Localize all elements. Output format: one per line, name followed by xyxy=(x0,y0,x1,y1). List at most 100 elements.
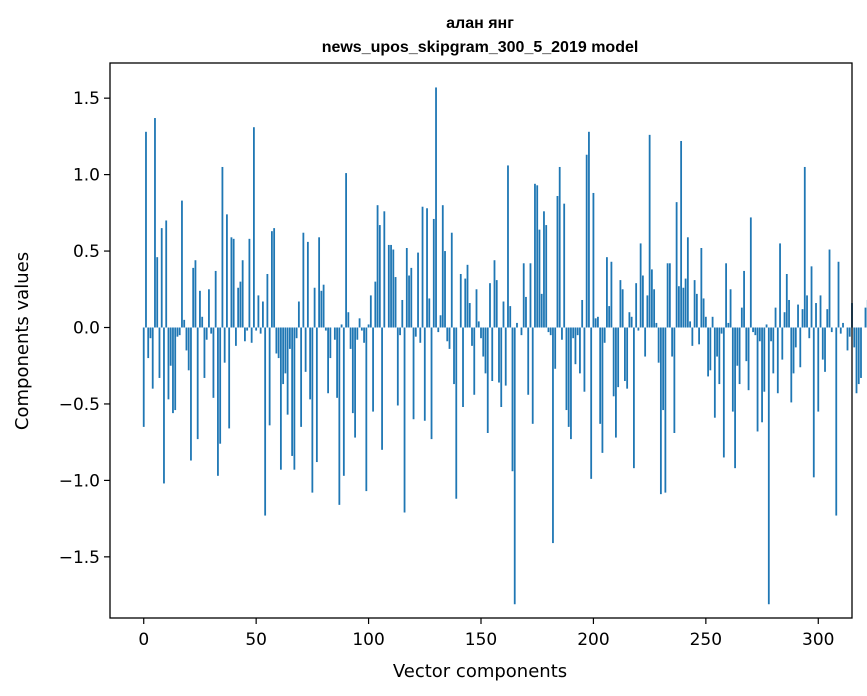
bar xyxy=(534,183,536,328)
bar xyxy=(552,327,554,544)
bar xyxy=(558,166,561,328)
bar xyxy=(758,327,761,342)
y-tick-label: −1.5 xyxy=(59,548,100,568)
bar xyxy=(554,327,557,369)
bar xyxy=(381,327,383,450)
bar xyxy=(709,327,712,371)
bar xyxy=(516,322,518,328)
bar xyxy=(286,327,289,415)
bar xyxy=(358,318,361,328)
bar xyxy=(448,327,451,349)
bar xyxy=(691,327,694,346)
bar xyxy=(617,327,620,388)
bar xyxy=(441,205,444,328)
bar xyxy=(826,309,829,328)
bar xyxy=(315,327,318,463)
bar xyxy=(666,263,669,328)
bar xyxy=(349,327,352,349)
bar xyxy=(255,327,258,331)
bar xyxy=(583,327,586,392)
bar xyxy=(369,295,372,328)
bar xyxy=(806,295,808,328)
bar xyxy=(270,231,273,328)
y-axis-label: Components values xyxy=(12,252,33,430)
bar xyxy=(713,327,716,418)
bar xyxy=(468,303,471,328)
bar-series xyxy=(142,87,867,605)
bar xyxy=(466,264,469,328)
bar xyxy=(693,280,696,328)
bar xyxy=(414,327,417,337)
bar xyxy=(219,327,222,444)
bar xyxy=(327,327,329,394)
bar xyxy=(190,327,192,461)
bar xyxy=(223,327,226,363)
bar xyxy=(266,273,269,328)
bar xyxy=(212,327,215,398)
bar xyxy=(217,327,219,476)
bar xyxy=(392,249,395,328)
bar xyxy=(601,327,604,453)
bar xyxy=(671,327,674,357)
bar xyxy=(857,327,860,385)
bar xyxy=(376,205,379,328)
bar xyxy=(432,218,435,328)
bar xyxy=(142,327,145,427)
bar xyxy=(509,306,512,328)
bar xyxy=(235,327,237,346)
bar xyxy=(199,290,201,328)
bar xyxy=(291,327,294,456)
bar xyxy=(345,173,347,328)
bar xyxy=(340,324,343,328)
bar xyxy=(342,327,345,476)
bar xyxy=(306,241,309,328)
bar xyxy=(810,266,813,328)
bar xyxy=(374,281,377,328)
bar xyxy=(659,327,662,495)
bar xyxy=(776,327,779,394)
bar xyxy=(338,327,341,505)
bar xyxy=(864,307,867,328)
bar xyxy=(774,307,777,328)
bar xyxy=(513,327,516,605)
bar xyxy=(855,327,858,394)
bar xyxy=(785,273,788,328)
bar xyxy=(145,131,147,328)
x-tick-label: 50 xyxy=(245,630,267,650)
bar xyxy=(165,220,168,328)
bar xyxy=(365,327,368,492)
bar xyxy=(720,327,723,334)
bar xyxy=(594,318,597,328)
bar xyxy=(543,211,545,328)
bar xyxy=(633,327,635,469)
bar xyxy=(682,287,685,328)
bar xyxy=(147,327,150,359)
bar xyxy=(576,327,579,336)
bar xyxy=(597,316,599,328)
y-tick-label: −1.0 xyxy=(59,471,100,491)
bar xyxy=(657,327,660,363)
bar xyxy=(367,324,370,328)
bar xyxy=(232,238,235,328)
bar xyxy=(745,327,748,362)
bar xyxy=(624,327,626,382)
bar xyxy=(756,327,759,432)
bar xyxy=(639,243,642,328)
bar xyxy=(149,327,152,339)
bar xyxy=(574,327,577,365)
bar xyxy=(480,327,482,339)
bar xyxy=(846,327,849,351)
bar xyxy=(637,327,640,331)
bar xyxy=(837,261,840,328)
bar xyxy=(210,327,213,334)
bar xyxy=(437,327,440,333)
bar xyxy=(257,295,260,328)
bar xyxy=(214,270,217,328)
x-tick-label: 100 xyxy=(352,630,384,650)
bar xyxy=(491,327,494,382)
bar xyxy=(531,327,534,424)
bar xyxy=(630,316,633,328)
bar xyxy=(297,301,300,328)
bar xyxy=(731,327,734,412)
bar xyxy=(498,327,500,383)
